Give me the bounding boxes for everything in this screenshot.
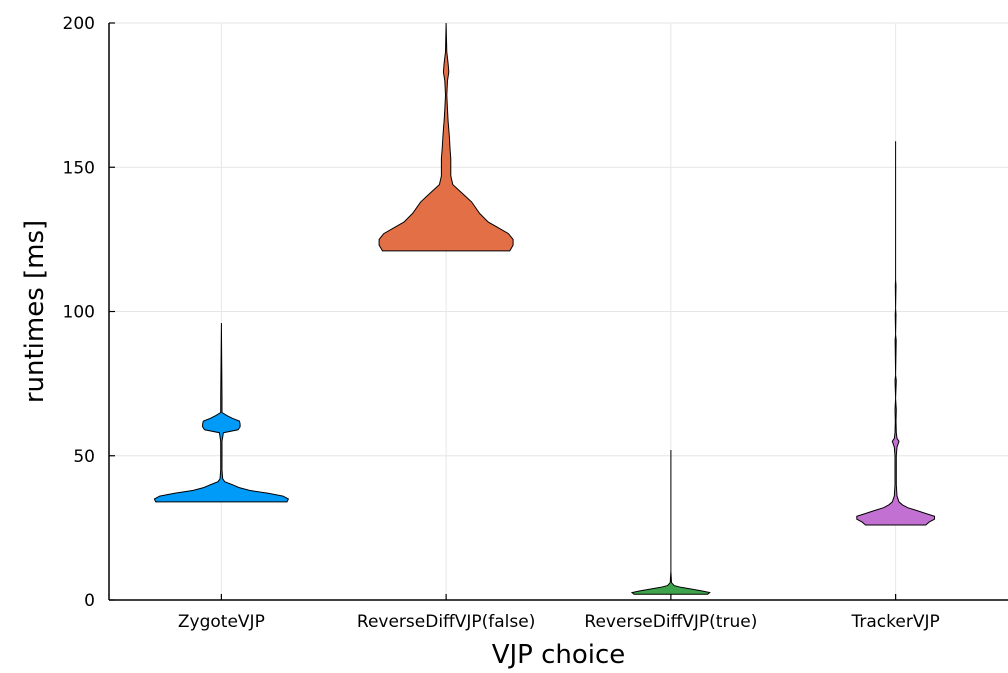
y-tick-label: 50 — [73, 447, 95, 467]
violin-4 — [856, 141, 935, 526]
violins — [153, 22, 935, 595]
violin-3 — [630, 450, 711, 595]
x-tick-label: ZygoteVJP — [178, 612, 265, 632]
violin-1 — [153, 322, 290, 503]
violin-2 — [378, 22, 514, 252]
x-tick-label: TrackerVJP — [851, 612, 940, 632]
y-tick-label: 0 — [84, 591, 95, 611]
x-tick-label: ReverseDiffVJP(true) — [584, 612, 757, 632]
ticks: 0 50 100 150 200 ZygoteVJP ReverseDiffVJP(fals… — [63, 14, 940, 632]
x-axis-title: VJP choice — [492, 640, 626, 670]
y-tick-label: 200 — [63, 14, 95, 34]
y-tick-label: 100 — [63, 303, 95, 323]
y-axis-title: runtimes [ms] — [20, 220, 50, 403]
x-tick-label: ReverseDiffVJP(false) — [357, 612, 535, 632]
y-tick-label: 150 — [63, 158, 95, 178]
